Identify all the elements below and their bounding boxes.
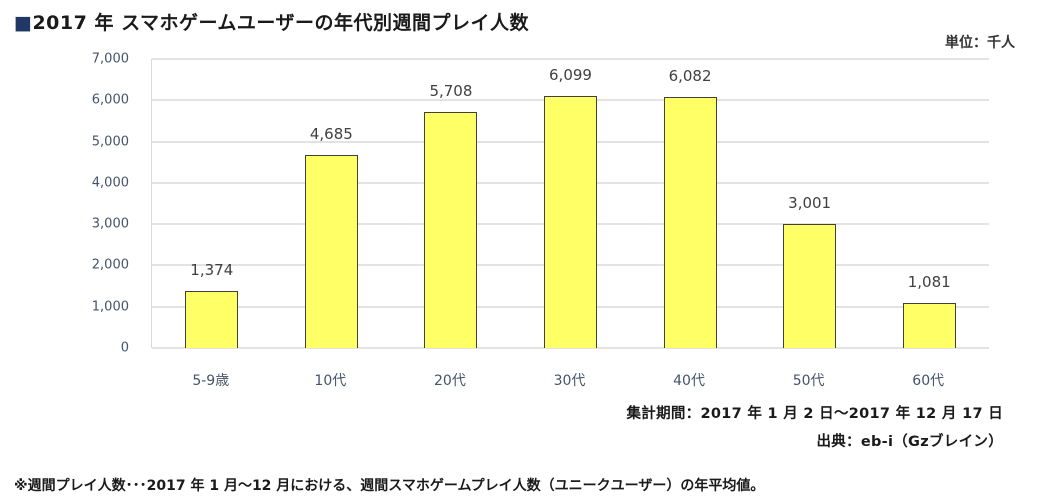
bar-3 [424, 112, 478, 348]
bar-value-label: 3,001 [788, 194, 832, 213]
bar-value-label: 1,374 [190, 261, 234, 280]
gridline [152, 58, 989, 60]
x-tick-label: 40代 [673, 373, 705, 389]
source-credit: 出典：eb-i（Gzブレイン） [816, 434, 1003, 450]
bar-value-label: 5,708 [429, 82, 473, 101]
collection-period: 集計期間：2017 年 1 月 2 日～2017 年 12 月 17 日 [626, 406, 1003, 422]
bar-1 [185, 291, 239, 348]
y-tick-label: 1,000 [91, 299, 129, 315]
y-tick-label: 3,000 [91, 216, 129, 232]
bar-6 [783, 224, 837, 348]
bar-4 [544, 96, 597, 348]
y-tick-label: 6,000 [91, 92, 129, 108]
bar-value-label: 4,685 [309, 124, 353, 143]
gridline [152, 347, 989, 349]
x-tick-label: 50代 [792, 373, 825, 389]
bar-value-label: 6,099 [549, 66, 592, 85]
bar-2 [304, 154, 358, 348]
x-tick-label: 30代 [553, 373, 586, 389]
title-square-marker: ■ [14, 12, 33, 34]
footnote: ※週間プレイ人数･･･2017 年 1 月～12 月における、週間スマホゲームプ… [14, 478, 765, 494]
x-tick-label: 5-9歳 [192, 373, 230, 389]
bar-value-label: 1,081 [907, 273, 951, 292]
y-tick-label: 5,000 [91, 134, 129, 150]
chart-title: ■2017 年 スマホゲームユーザーの年代別週間プレイ人数 [14, 8, 529, 35]
y-tick-label: 4,000 [91, 175, 129, 191]
y-tick-label: 2,000 [91, 257, 129, 273]
bar-7 [902, 303, 956, 348]
x-tick-label: 10代 [314, 373, 347, 389]
bar-5 [663, 96, 717, 348]
x-tick-label: 20代 [434, 373, 466, 389]
chart-title-text: 2017 年 スマホゲームユーザーの年代別週間プレイ人数 [32, 12, 530, 34]
y-tick-label: 0 [120, 340, 129, 356]
unit-label: 単位：千人 [945, 35, 1015, 51]
plot-area: 1,374 4,685 5,708 6,099 6,082 3,001 1,081 [151, 58, 989, 349]
x-tick-label: 60代 [912, 373, 945, 389]
bar-value-label: 6,082 [668, 66, 712, 85]
y-tick-label: 7,000 [91, 51, 129, 67]
